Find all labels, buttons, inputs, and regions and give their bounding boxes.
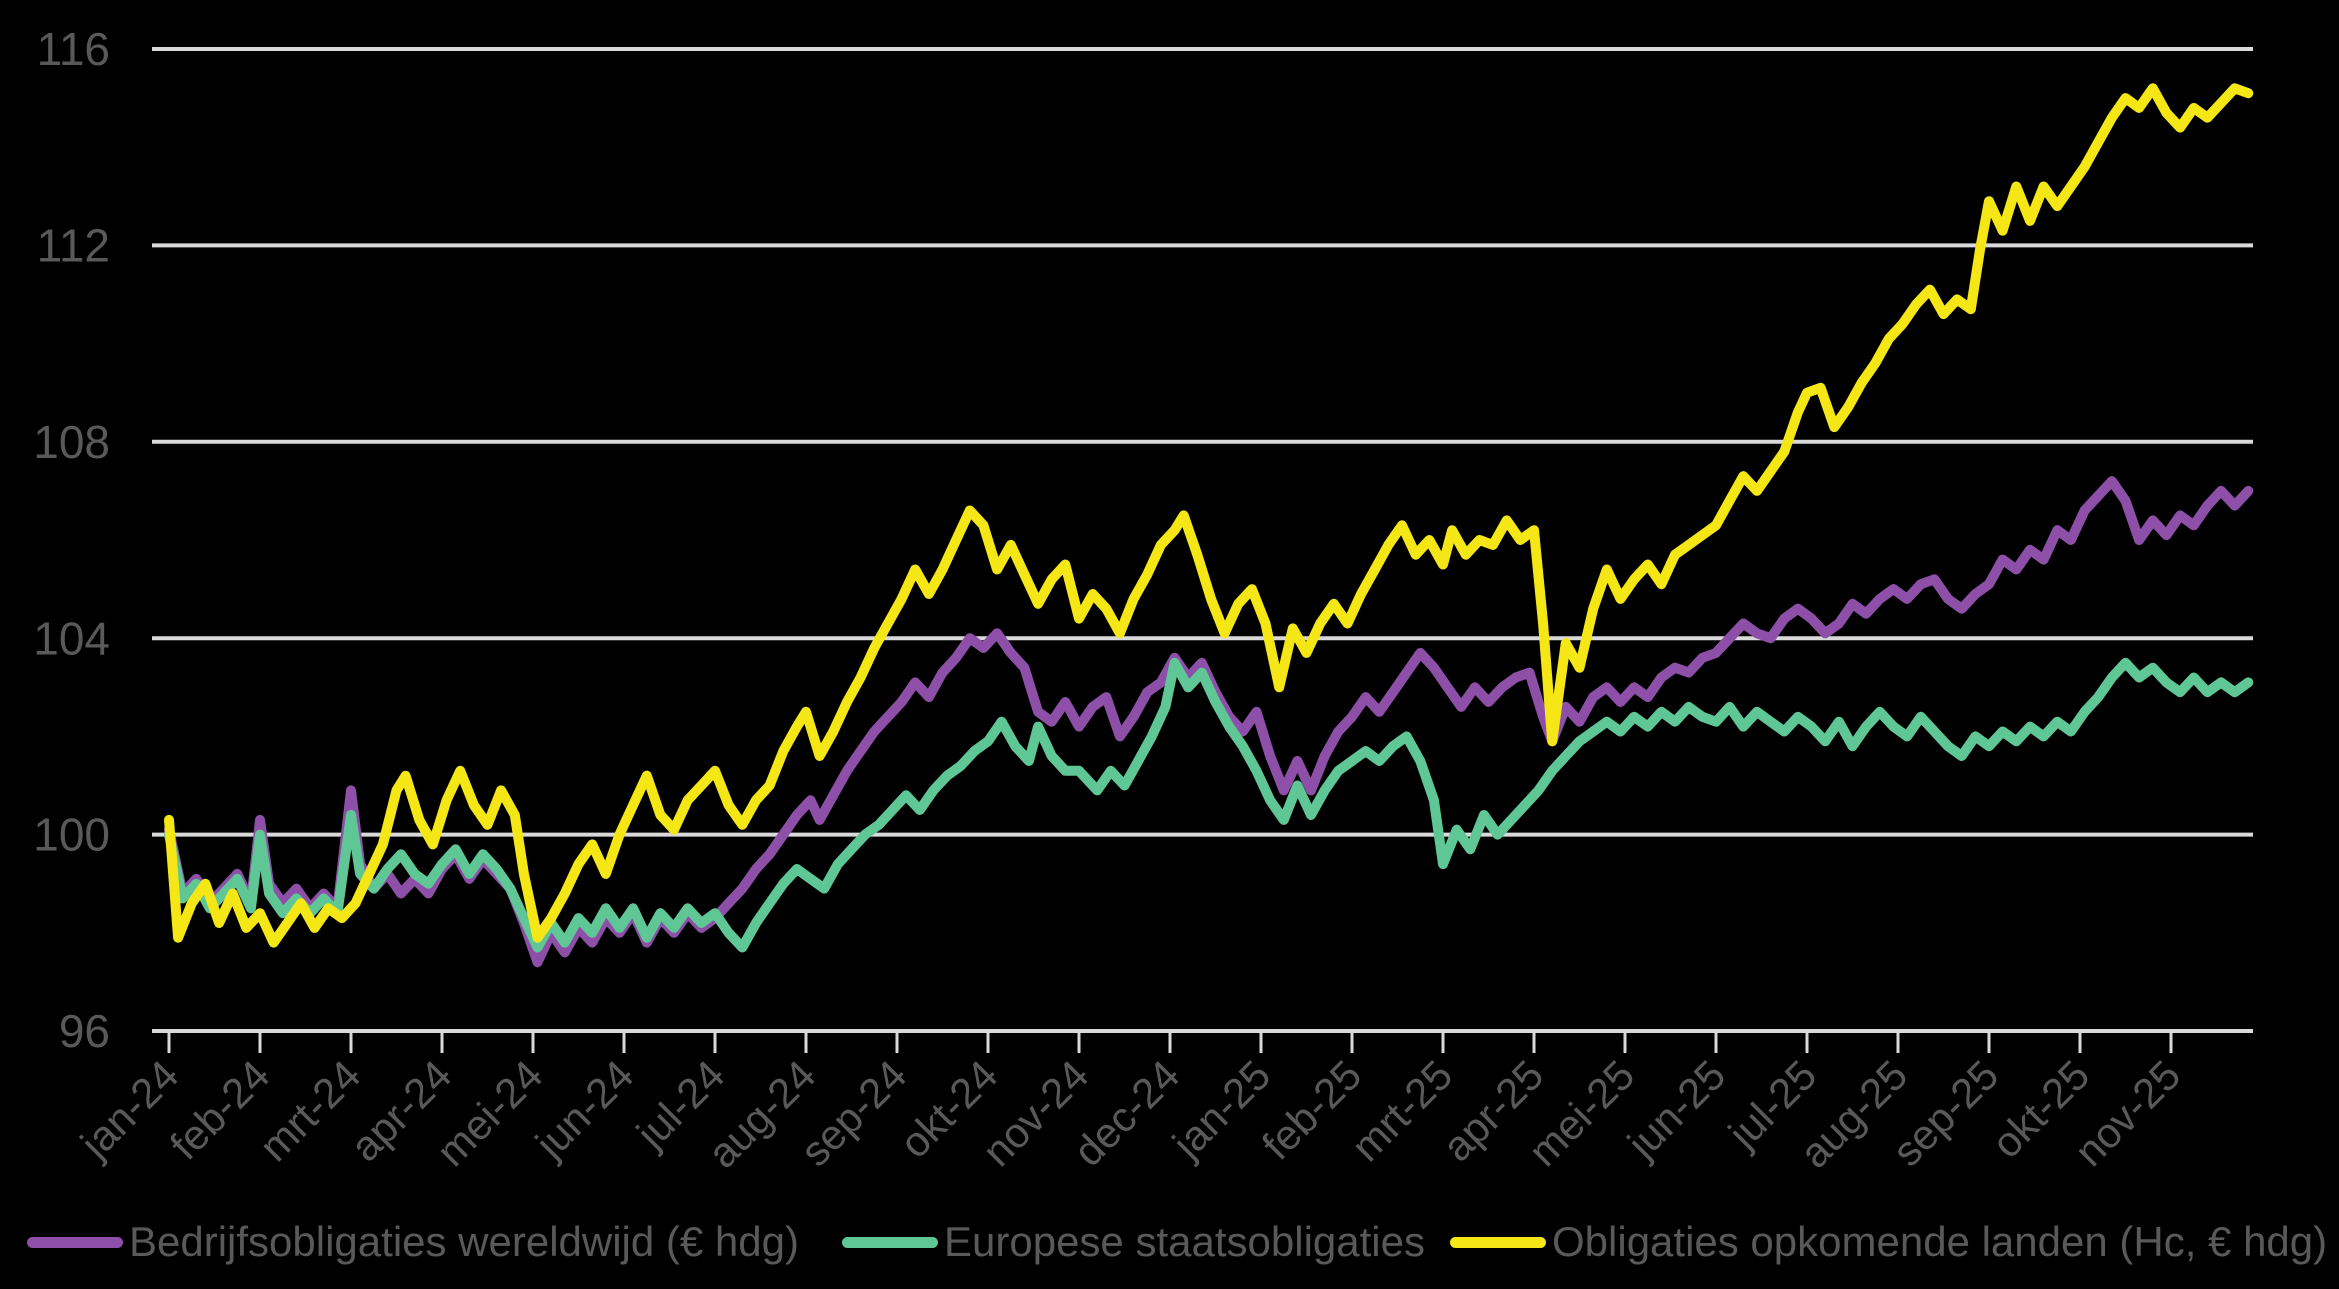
- x-tick-label: mrt-24: [250, 1051, 369, 1170]
- y-tick-label: 116: [37, 23, 110, 75]
- x-tick-label: jun-24: [525, 1051, 642, 1168]
- y-tick-label: 112: [37, 220, 110, 272]
- legend-item-bedrijfsobligaties: Bedrijfsobligaties wereldwijd (€ hdg): [27, 1216, 799, 1268]
- y-tick-label: 100: [33, 809, 110, 861]
- x-tick-label: mrt-25: [1342, 1051, 1461, 1170]
- x-tick-label: mei-24: [427, 1051, 551, 1175]
- series-line-bedrijfsobligaties-wereldwijd-hdg: [164, 476, 2254, 968]
- legend-item-europese-staatsobligaties: Europese staatsobligaties: [842, 1216, 1425, 1268]
- legend-swatch-purple: [27, 1236, 123, 1248]
- series-line-obligaties-opkomende-landen-hc-hdg: [164, 83, 2254, 948]
- legend-item-obligaties-opkomende-landen: Obligaties opkomende landen (Hc, € hdg): [1450, 1216, 2327, 1268]
- x-tick-label: feb-24: [161, 1051, 278, 1168]
- y-tick-label: 104: [33, 612, 110, 664]
- x-tick-label: jan-24: [70, 1051, 187, 1168]
- legend: Bedrijfsobligaties wereldwijd (€ hdg) Eu…: [0, 1216, 2339, 1268]
- y-tick-label: 108: [33, 416, 110, 468]
- x-tick-label: sep-25: [1883, 1051, 2007, 1175]
- series-line-europese-staatsobligaties: [164, 657, 2254, 953]
- x-tick-label: dec-24: [1064, 1051, 1188, 1175]
- x-tick-label: sep-24: [791, 1051, 915, 1175]
- x-tick-label: mei-25: [1519, 1051, 1643, 1175]
- legend-label: Bedrijfsobligaties wereldwijd (€ hdg): [129, 1218, 799, 1265]
- x-tick-label: jun-25: [1617, 1051, 1734, 1168]
- legend-label: Europese staatsobligaties: [944, 1218, 1425, 1265]
- legend-swatch-green: [842, 1236, 938, 1248]
- x-tick-label: feb-25: [1253, 1051, 1370, 1168]
- x-tick-label: jan-25: [1162, 1051, 1279, 1168]
- x-tick-label: nov-25: [2065, 1051, 2189, 1175]
- legend-label: Obligaties opkomende landen (Hc, € hdg): [1552, 1218, 2328, 1265]
- y-tick-label: 96: [59, 1005, 110, 1057]
- legend-swatch-yellow: [1450, 1236, 1546, 1248]
